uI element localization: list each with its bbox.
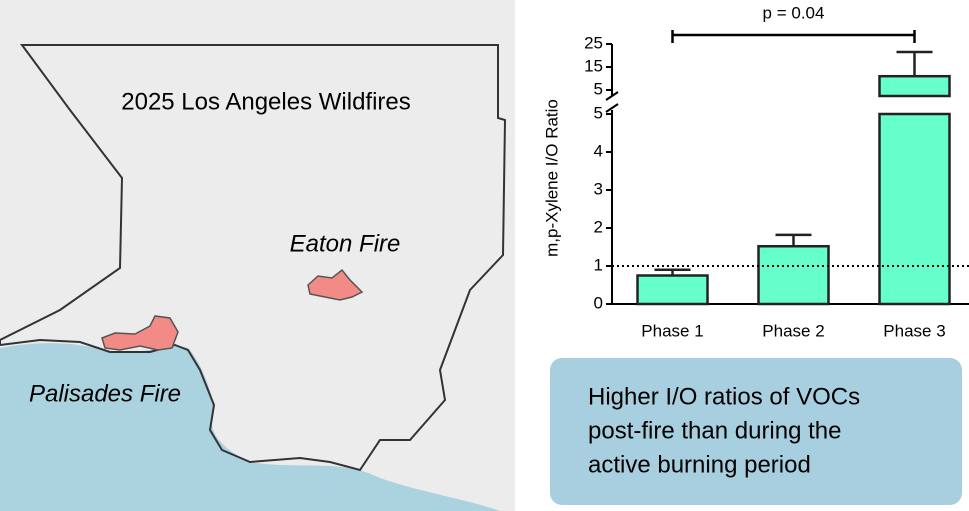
y-tick-label: 4 [594, 141, 603, 160]
axis-break [605, 91, 619, 101]
bar [636, 274, 709, 306]
fire-label: Eaton Fire [290, 230, 401, 257]
x-tick-label: Phase 3 [883, 321, 945, 340]
y-tick-label: 2 [594, 217, 603, 236]
y-axis-label: m,p-Xylene I/O Ratio [542, 99, 561, 257]
x-tick-label: Phase 2 [762, 321, 824, 340]
y-tick-label: 1 [594, 255, 603, 274]
eaton-fire-area [307, 268, 364, 301]
callout-line: Higher I/O ratios of VOCs [588, 383, 860, 410]
y-tick-label: 15 [584, 56, 603, 75]
callout-line: post-fire than during the [588, 417, 842, 444]
y-tick-label: 5 [594, 79, 603, 98]
callout-text: Higher I/O ratios of VOCs post-fire than … [588, 383, 860, 478]
bar [757, 244, 830, 306]
palisades-fire-area [101, 315, 179, 351]
ocean [0, 343, 500, 511]
bar [878, 74, 951, 98]
callout-box [550, 358, 962, 505]
y-tick-label: 5 [594, 103, 603, 122]
y-tick-label: 0 [594, 293, 603, 312]
county-outline [0, 44, 507, 472]
callout-line: active burning period [588, 451, 811, 478]
map: 2025 Los Angeles Wildfires Eaton Fire Pa… [0, 0, 515, 511]
bar [878, 112, 951, 306]
plot: 0 1 2 3 4 5 5 15 25 Phase 1 Phase 2 Phase 3 p = 0.04 [584, 3, 969, 340]
significance-bracket [671, 30, 916, 43]
x-tick-label: Phase 1 [641, 321, 703, 340]
y-tick-label: 3 [594, 179, 603, 198]
fire-label: Palisades Fire [29, 380, 181, 407]
y-tick-label: 25 [584, 33, 603, 52]
significance-label: p = 0.04 [763, 3, 825, 22]
map-title: 2025 Los Angeles Wildfires [121, 88, 411, 115]
axis-break [605, 103, 619, 113]
